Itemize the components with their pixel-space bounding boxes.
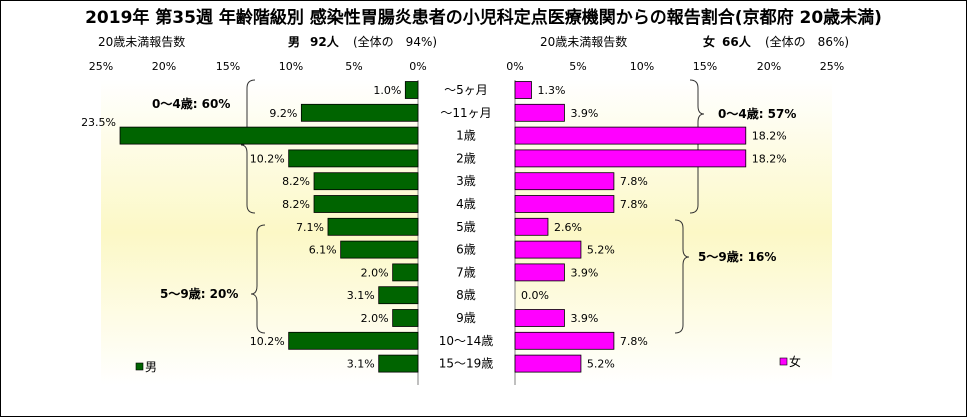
- male-tick-5: 5%: [345, 60, 363, 73]
- female-count: 66人: [722, 35, 751, 49]
- male-bar-10: [392, 309, 419, 327]
- category-label-5: 4歳: [456, 197, 476, 211]
- male-bar-value-label-2: 23.5%: [81, 116, 116, 129]
- female-bar-value-label-4: 7.8%: [620, 175, 648, 188]
- category-label-6: 5歳: [456, 220, 476, 234]
- female-tick-15: 15%: [692, 60, 718, 73]
- male-tick-0: 0%: [409, 60, 427, 73]
- female-legend-label: 女: [789, 354, 801, 369]
- female-bar-4: [514, 172, 615, 191]
- female-axis-caption: 20歳未満報告数: [540, 35, 628, 49]
- category-label-8: 7歳: [456, 265, 476, 279]
- male-brace-0-4: [240, 79, 256, 214]
- female-bar-value-label-0: 1.3%: [537, 84, 565, 97]
- male-bar-8: [392, 263, 419, 282]
- female-tick-25: 25%: [819, 60, 845, 73]
- female-bar-value-label-5: 7.8%: [620, 198, 648, 211]
- category-label-4: 3歳: [456, 174, 476, 188]
- female-bar-value-label-6: 2.6%: [554, 221, 582, 234]
- female-bar-7: [514, 240, 582, 259]
- bars-layer: 〜5ヶ月 1.0% 1.3% 〜11ヶ月 9.2% 3.9% 1歳 23.5% 18.2% 2歳 1…: [81, 81, 787, 373]
- female-bar-value-label-11: 7.8%: [620, 335, 648, 348]
- female-tick-20: 20%: [756, 60, 782, 73]
- male-bar-value-label-4: 8.2%: [282, 175, 310, 188]
- female-bar-12: [514, 354, 582, 373]
- male-bar-value-label-9: 3.1%: [347, 289, 375, 302]
- male-bar-value-label-5: 8.2%: [282, 198, 310, 211]
- male-sex-label: 男: [288, 35, 301, 49]
- male-bar-5: [313, 195, 419, 213]
- male-bar-value-label-6: 7.1%: [296, 221, 324, 234]
- female-bar-10: [514, 309, 565, 327]
- male-bar-7: [340, 240, 419, 259]
- male-bar-9: [378, 286, 419, 305]
- male-bar-value-label-7: 6.1%: [309, 244, 337, 257]
- female-tick-5: 5%: [569, 60, 587, 73]
- female-tick-0: 0%: [506, 60, 524, 73]
- female-bar-value-label-8: 3.9%: [570, 266, 598, 279]
- male-count: 92人: [310, 35, 339, 49]
- category-label-12: 15〜19歳: [439, 357, 494, 371]
- male-bar-6: [327, 217, 419, 236]
- male-bar-value-label-8: 2.0%: [361, 266, 389, 279]
- male-share: (全体の 94%): [353, 35, 438, 49]
- female-tick-10: 10%: [629, 60, 655, 73]
- male-bar-0: [404, 81, 419, 99]
- category-label-10: 9歳: [456, 311, 476, 325]
- female-bar-5: [514, 195, 615, 213]
- female-legend-swatch: [779, 357, 788, 366]
- male-bar-12: [378, 354, 419, 373]
- male-legend-label: 男: [145, 360, 157, 374]
- male-bar-4: [313, 172, 419, 191]
- category-label-11: 10〜14歳: [439, 334, 494, 348]
- category-label-9: 8歳: [456, 288, 476, 302]
- male-bar-value-label-11: 10.2%: [250, 335, 285, 348]
- category-label-0: 〜5ヶ月: [444, 83, 488, 97]
- female-bar-8: [514, 263, 565, 282]
- female-bar-11: [514, 331, 615, 350]
- male-tick-10: 10%: [278, 60, 304, 73]
- male-tick-15: 15%: [215, 60, 241, 73]
- female-brace-0-4: [689, 79, 705, 214]
- male-bar-value-label-12: 3.1%: [347, 358, 375, 371]
- male-bar-value-label-1: 9.2%: [269, 107, 297, 120]
- category-label-2: 1歳: [456, 129, 476, 143]
- male-bar-2: [119, 126, 419, 145]
- female-bar-value-label-7: 5.2%: [587, 244, 615, 257]
- male-group-label-0-4: 0〜4歳: 60%: [152, 96, 230, 111]
- female-bar-value-label-3: 18.2%: [752, 152, 787, 165]
- male-bar-value-label-10: 2.0%: [361, 312, 389, 325]
- male-axis-caption: 20歳未満報告数: [98, 35, 186, 49]
- male-bar-1: [300, 103, 419, 122]
- female-bar-0: [514, 81, 532, 99]
- male-bar-value-label-0: 1.0%: [373, 84, 401, 97]
- female-bar-value-label-12: 5.2%: [587, 358, 615, 371]
- category-label-1: 〜11ヶ月: [440, 106, 491, 120]
- female-bar-value-label-2: 18.2%: [752, 130, 787, 143]
- female-bar-6: [514, 217, 549, 236]
- male-group-label-5-9: 5〜9歳: 20%: [160, 286, 238, 301]
- male-bar-value-label-3: 10.2%: [250, 152, 285, 165]
- female-group-label-0-4: 0〜4歳: 57%: [718, 106, 796, 121]
- female-bar-value-label-1: 3.9%: [570, 107, 598, 120]
- female-group-label-5-9: 5〜9歳: 16%: [698, 249, 776, 264]
- female-share: (全体の 86%): [765, 35, 850, 49]
- male-bar-3: [288, 149, 419, 168]
- chart-title: 2019年 第35週 年齢階級別 感染性胃腸炎患者の小児科定点医療機関からの報告…: [85, 8, 882, 28]
- female-bar-2: [514, 126, 747, 145]
- category-label-3: 2歳: [456, 151, 476, 165]
- female-brace-5-9: [674, 219, 690, 334]
- male-bar-11: [288, 331, 419, 350]
- female-bar-value-label-9: 0.0%: [521, 289, 549, 302]
- male-tick-25: 25%: [88, 60, 114, 73]
- male-brace-5-9: [250, 224, 266, 334]
- category-label-7: 6歳: [456, 243, 476, 257]
- female-bar-1: [514, 103, 565, 122]
- male-tick-20: 20%: [151, 60, 177, 73]
- female-bar-3: [514, 149, 747, 168]
- female-bar-value-label-10: 3.9%: [570, 312, 598, 325]
- male-legend-swatch: [135, 362, 144, 371]
- female-sex-label: 女: [703, 35, 716, 49]
